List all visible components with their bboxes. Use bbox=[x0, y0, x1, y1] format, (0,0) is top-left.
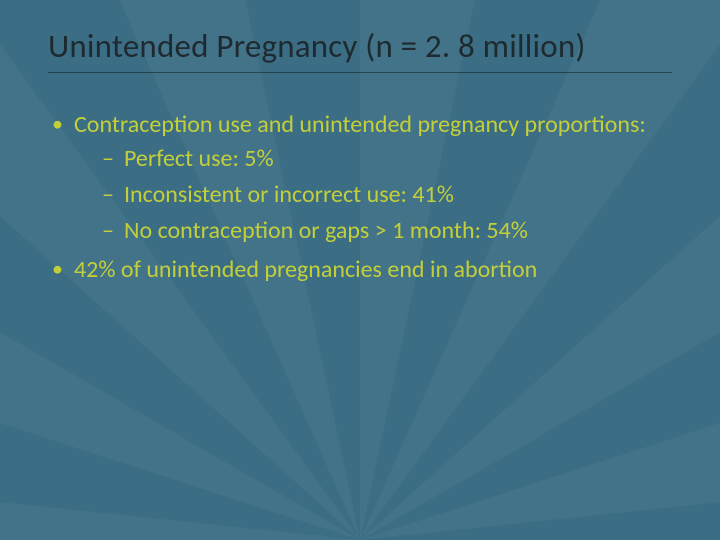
bullet-text: Contraception use and unintended pregnan… bbox=[74, 110, 646, 139]
bullet-item: 42% of unintended pregnancies end in abo… bbox=[48, 254, 672, 286]
sub-bullet-item: No contraception or gaps > 1 month: 54% bbox=[102, 215, 672, 247]
sub-bullet-item: Perfect use: 5% bbox=[102, 143, 672, 175]
bullet-list: Contraception use and unintended pregnan… bbox=[48, 109, 672, 286]
slide-container: Unintended Pregnancy (n = 2. 8 million) … bbox=[0, 0, 720, 540]
sub-bullet-text: Perfect use: 5% bbox=[124, 144, 274, 173]
slide-title: Unintended Pregnancy (n = 2. 8 million) bbox=[48, 28, 672, 66]
sub-bullet-list: Perfect use: 5% Inconsistent or incorrec… bbox=[74, 143, 672, 248]
bullet-item: Contraception use and unintended pregnan… bbox=[48, 109, 672, 248]
sub-bullet-text: No contraception or gaps > 1 month: 54% bbox=[124, 216, 528, 245]
bullet-text: 42% of unintended pregnancies end in abo… bbox=[74, 255, 537, 284]
sub-bullet-text: Inconsistent or incorrect use: 41% bbox=[124, 180, 454, 209]
title-underline bbox=[48, 72, 672, 73]
sub-bullet-item: Inconsistent or incorrect use: 41% bbox=[102, 179, 672, 211]
